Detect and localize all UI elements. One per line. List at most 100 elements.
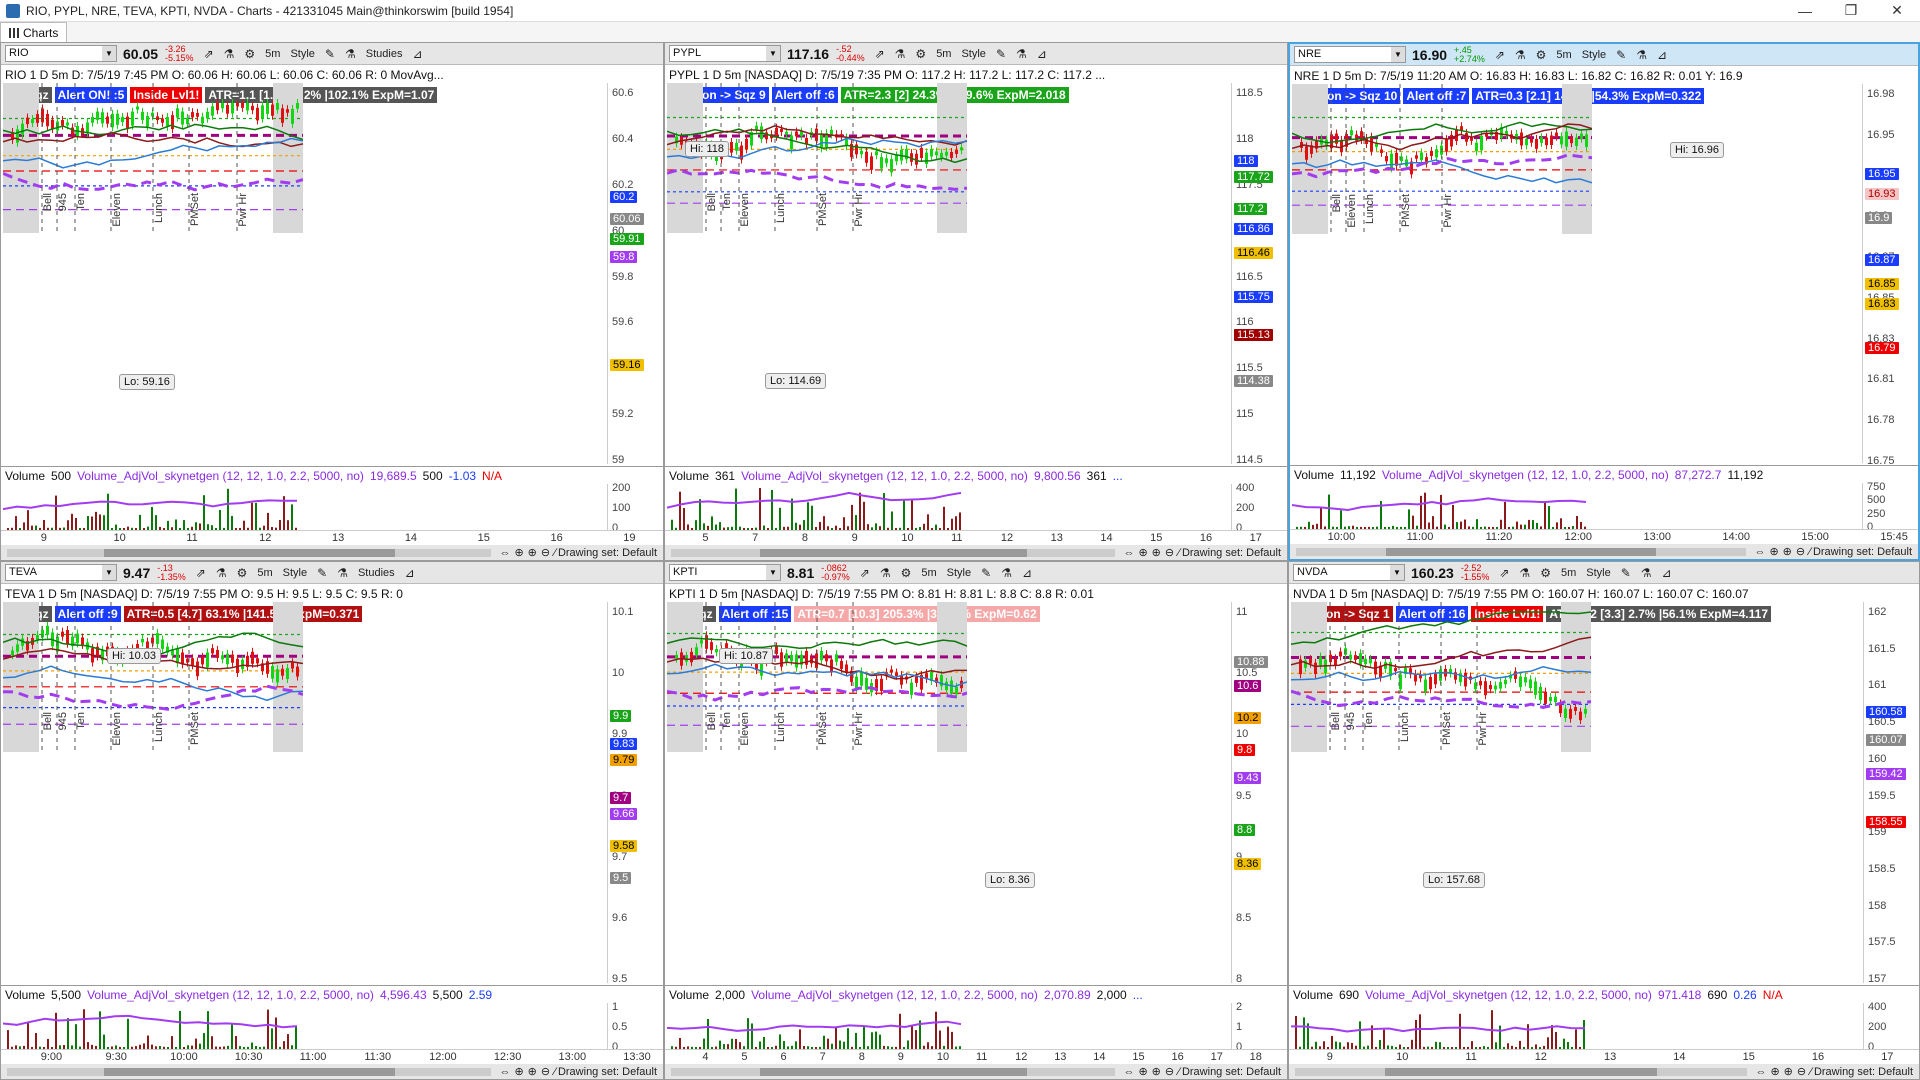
share-icon[interactable]: ⇗ — [859, 565, 870, 580]
symbol-input[interactable]: RIO ▼ — [5, 45, 117, 62]
symbol-input[interactable]: TEVA ▼ — [5, 564, 117, 581]
flask-icon-2[interactable]: ⚗ — [344, 46, 356, 61]
drawing-icon[interactable]: ∕ — [1810, 1065, 1812, 1078]
interval-button[interactable]: 5m — [936, 47, 952, 60]
share-icon[interactable]: ⇗ — [195, 565, 206, 580]
zoom-in-icon[interactable]: ⊕ — [1782, 546, 1792, 558]
symbol-input[interactable]: PYPL ▼ — [669, 45, 781, 62]
flask-icon-2[interactable]: ⚗ — [1016, 46, 1027, 61]
chevron-down-icon[interactable]: ▼ — [1390, 565, 1404, 580]
interval-button[interactable]: 5m — [257, 566, 273, 579]
chevron-down-icon[interactable]: ▼ — [102, 46, 116, 61]
price-plot[interactable] — [667, 83, 967, 233]
chart-panel-kpti[interactable]: KPTI ▼ 8.81 -.0862 -0.97% ⇗ ⚗ ⚙ 5m Style ✎… — [664, 561, 1288, 1080]
drawing-icon[interactable]: ∕ — [1178, 546, 1180, 559]
share-icon[interactable]: ⇗ — [1499, 565, 1510, 580]
interval-button[interactable]: 5m — [1560, 566, 1577, 579]
gear-icon[interactable]: ⚙ — [236, 565, 248, 580]
flask-icon-2[interactable]: ⚗ — [1001, 565, 1012, 580]
zoom-in-icon[interactable]: ⊕ — [1151, 547, 1161, 559]
price-axis[interactable]: 162 161.5 161 160.5 160 159.5 159 158.5 158 157.5… — [1863, 602, 1919, 985]
interval-button[interactable]: 5m — [921, 566, 937, 579]
drawing-set-label[interactable]: Drawing set: Default — [557, 1065, 657, 1078]
volume-plot[interactable] — [667, 1003, 967, 1049]
volume-plot[interactable] — [3, 1003, 303, 1049]
pencil-icon[interactable]: ✎ — [324, 46, 335, 61]
crosshair-icon[interactable]: ⇔ — [1754, 545, 1766, 558]
drawing-tools-icon[interactable]: ⊿ — [1036, 46, 1047, 61]
drawing-icon[interactable]: ∕ — [1178, 1065, 1180, 1078]
chart-panel-pypl[interactable]: PYPL ▼ 117.16 -.52 -0.44% ⇗ ⚗ ⚙ 5m Style ✎… — [664, 42, 1288, 561]
volume-plot[interactable] — [667, 484, 967, 530]
flask-icon[interactable]: ⚗ — [215, 565, 227, 580]
time-axis[interactable]: 9:00 9:30 10:00 10:30 11:00 11:30 12:00 12:30 13… — [1, 1049, 663, 1065]
drawing-set-label[interactable]: Drawing set: Default — [557, 546, 657, 559]
share-icon[interactable]: ⇗ — [1494, 47, 1505, 62]
target-icon[interactable]: ⊕ — [1138, 547, 1148, 559]
style-button[interactable]: Style — [282, 566, 308, 579]
pencil-icon[interactable]: ✎ — [1616, 47, 1627, 62]
flask-icon[interactable]: ⚗ — [223, 46, 235, 61]
zoom-in-icon[interactable]: ⊕ — [527, 1066, 537, 1078]
gear-icon[interactable]: ⚙ — [1540, 565, 1551, 580]
drawing-set-label[interactable]: Drawing set: Default — [1813, 1065, 1913, 1078]
chevron-down-icon[interactable]: ▼ — [102, 565, 116, 580]
flask-icon[interactable]: ⚗ — [879, 565, 891, 580]
symbol-input[interactable]: KPTI ▼ — [669, 564, 781, 581]
symbol-input[interactable]: NVDA ▼ — [1293, 564, 1405, 581]
target-icon[interactable]: ⊕ — [1769, 546, 1779, 558]
pencil-icon[interactable]: ✎ — [995, 46, 1006, 61]
gear-icon[interactable]: ⚙ — [915, 46, 927, 61]
horizontal-scrollbar[interactable] — [671, 1067, 1116, 1076]
studies-button[interactable]: Studies — [365, 47, 403, 60]
flask-icon-2[interactable]: ⚗ — [337, 565, 348, 580]
drawing-set-label[interactable]: Drawing set: Default — [1181, 546, 1281, 559]
price-axis[interactable]: 118.5118117.5117116.5116115.5115114.5118… — [1231, 83, 1287, 466]
zoom-in-icon[interactable]: ⊕ — [1783, 1066, 1793, 1078]
chevron-down-icon[interactable]: ▼ — [766, 46, 780, 61]
zoom-out-icon[interactable]: ⊖ — [540, 1066, 551, 1078]
flask-icon-2[interactable]: ⚗ — [1636, 47, 1647, 62]
maximize-button[interactable]: ❐ — [1844, 2, 1858, 18]
gear-icon[interactable]: ⚙ — [900, 565, 912, 580]
crosshair-icon[interactable]: ⇔ — [1123, 1065, 1135, 1078]
flask-icon[interactable]: ⚗ — [1519, 565, 1531, 580]
price-axis[interactable]: 11 10.5 10 9.5 9 8.5 8 10.88 10.6 10.2 9.8 9.43 8.8 8… — [1231, 602, 1287, 985]
price-plot[interactable] — [1291, 602, 1591, 752]
drawing-tools-icon[interactable]: ⊿ — [1661, 565, 1672, 580]
style-button[interactable]: Style — [1581, 48, 1607, 61]
share-icon[interactable]: ⇗ — [874, 46, 885, 61]
target-icon[interactable]: ⊕ — [1770, 1066, 1780, 1078]
zoom-out-icon[interactable]: ⊖ — [1796, 1066, 1807, 1078]
horizontal-scrollbar[interactable] — [1296, 547, 1747, 556]
symbol-input[interactable]: NRE ▼ — [1294, 46, 1406, 63]
price-axis[interactable]: 60.660.460.26059.859.659.459.25960.260.0… — [607, 83, 663, 466]
zoom-out-icon[interactable]: ⊖ — [1795, 546, 1806, 558]
chart-panel-teva[interactable]: TEVA ▼ 9.47 -.13 -1.35% ⇗ ⚗ ⚙ 5m Style ✎ ⚗… — [0, 561, 664, 1080]
pencil-icon[interactable]: ✎ — [317, 565, 328, 580]
flask-icon[interactable]: ⚗ — [1514, 47, 1526, 62]
time-axis[interactable]: 4 5 6 7 8 9 10 11 12 13 14 15 16 17 18 — [665, 1049, 1287, 1065]
crosshair-icon[interactable]: ⇔ — [499, 546, 511, 559]
style-button[interactable]: Style — [1586, 566, 1611, 579]
flask-icon[interactable]: ⚗ — [894, 46, 906, 61]
studies-button[interactable]: Studies — [357, 566, 395, 579]
time-axis[interactable]: 9 10 11 12 13 14 15 16 19 — [1, 530, 663, 546]
minimize-button[interactable]: — — [1798, 2, 1812, 19]
gear-icon[interactable]: ⚙ — [1535, 47, 1547, 62]
interval-button[interactable]: 5m — [265, 47, 281, 60]
close-button[interactable]: ✕ — [1891, 2, 1903, 18]
drawing-tools-icon[interactable]: ⊿ — [1021, 565, 1033, 580]
drawing-tools-icon[interactable]: ⊿ — [404, 565, 415, 580]
drawing-set-label[interactable]: Drawing set: Default — [1181, 1065, 1281, 1078]
target-icon[interactable]: ⊕ — [1138, 1066, 1148, 1078]
drawing-icon[interactable]: ∕ — [554, 1065, 556, 1078]
zoom-out-icon[interactable]: ⊖ — [1164, 547, 1175, 559]
horizontal-scrollbar[interactable] — [7, 548, 492, 557]
chart-panel-nre[interactable]: NRE ▼ 16.90 +.45 +2.74% ⇗ ⚗ ⚙ 5m Style ✎ ⚗… — [1288, 42, 1920, 561]
drawing-tools-icon[interactable]: ⊿ — [412, 46, 423, 61]
crosshair-icon[interactable]: ⇔ — [1755, 1065, 1767, 1078]
chart-panel-rio[interactable]: RIO ▼ 60.05 -3.26 -5.15% ⇗ ⚗ ⚙ 5m Style ✎ … — [0, 42, 664, 561]
time-axis[interactable]: 10:00 11:00 11:20 12:00 13:00 14:00 15:00 15:45 — [1290, 529, 1918, 545]
chart-panel-nvda[interactable]: NVDA ▼ 160.23 -2.52 -1.55% ⇗ ⚗ ⚙ 5m Style … — [1288, 561, 1920, 1080]
